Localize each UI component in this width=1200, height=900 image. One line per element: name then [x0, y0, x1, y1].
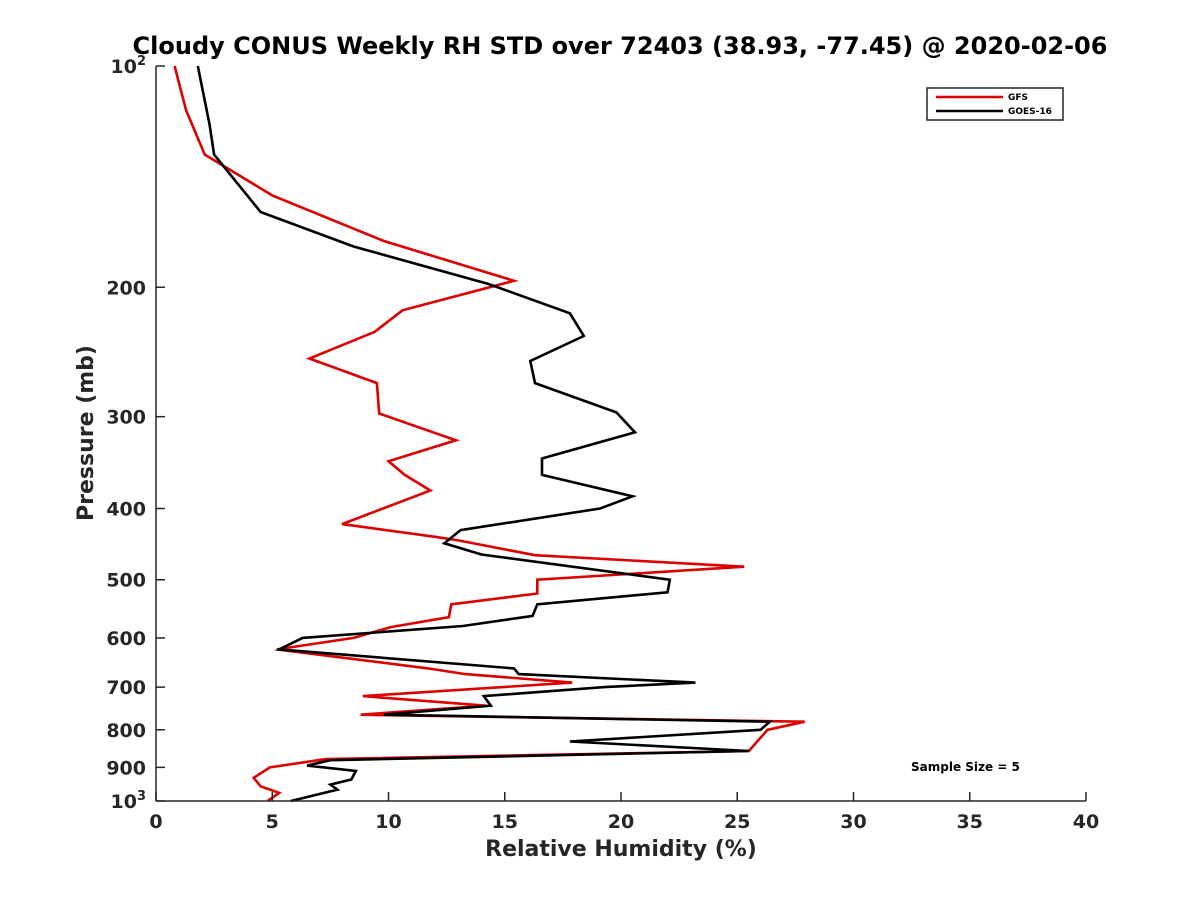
x-tick-label: 0 — [149, 811, 162, 833]
series-line-gfs — [173, 65, 805, 803]
y-axis-label: Pressure (mb) — [74, 345, 99, 521]
y-tick-label: 600 — [106, 628, 146, 650]
y-tick-label: 700 — [106, 677, 146, 699]
x-tick-label: 5 — [266, 811, 279, 833]
legend-label-gfs: GFS — [1008, 93, 1028, 103]
x-ticks: 0 5 10 15 20 25 30 35 40 — [149, 792, 1099, 833]
legend: GFS GOES-16 — [926, 87, 1064, 121]
chart-title: Cloudy CONUS Weekly RH STD over 72403 (3… — [133, 32, 1108, 60]
x-tick-label: 15 — [492, 811, 518, 833]
axes — [155, 66, 1086, 802]
x-tick-label: 40 — [1073, 811, 1099, 833]
y-tick-label: 102 — [111, 54, 147, 78]
plot-lines — [173, 65, 805, 803]
x-axis-label: Relative Humidity (%) — [485, 837, 757, 862]
y-tick-label: 800 — [106, 720, 146, 742]
y-ticks: 102 200 300 400 500 600 700 800 900 103 — [106, 54, 165, 813]
x-tick-label: 20 — [608, 811, 634, 833]
y-tick-label: 300 — [106, 407, 146, 429]
y-tick-label: 200 — [106, 277, 146, 299]
y-tick-label: 500 — [106, 570, 146, 592]
x-tick-label: 10 — [375, 811, 401, 833]
legend-label-goes16: GOES-16 — [1008, 107, 1052, 117]
sample-size-annotation: Sample Size = 5 — [911, 760, 1020, 774]
series-line-goes16 — [196, 65, 774, 803]
y-tick-label: 103 — [111, 789, 147, 813]
y-tick-label: 400 — [106, 499, 146, 521]
y-tick-label: 900 — [106, 757, 146, 779]
x-tick-label: 30 — [840, 811, 866, 833]
legend-box — [926, 87, 1064, 121]
x-tick-label: 35 — [957, 811, 983, 833]
x-tick-label: 25 — [724, 811, 750, 833]
